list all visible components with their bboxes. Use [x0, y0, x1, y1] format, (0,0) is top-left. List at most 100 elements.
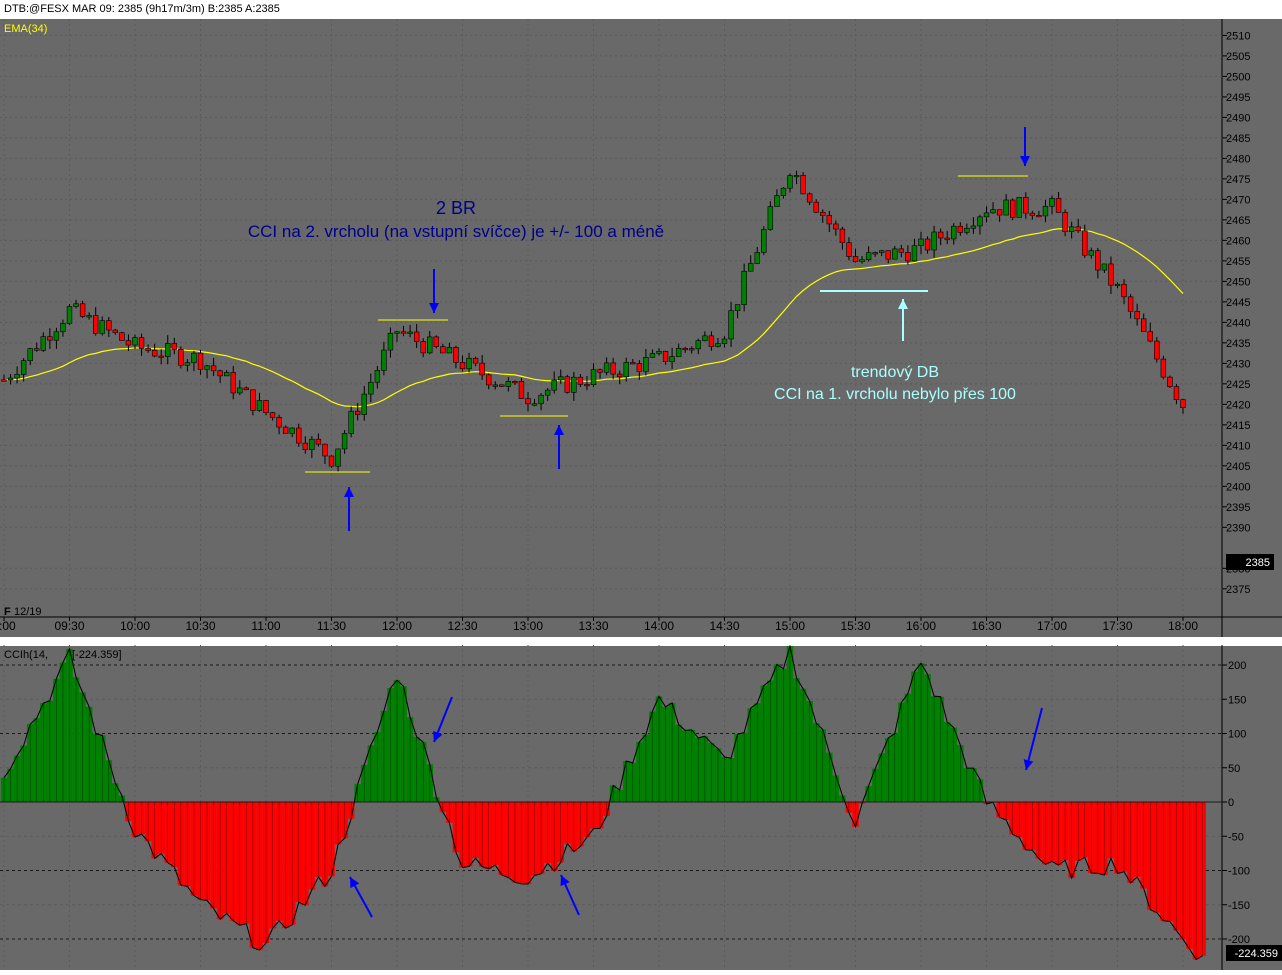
candle-body — [382, 350, 387, 370]
annotation-br-line1: 2 BR — [436, 198, 476, 218]
candle-body — [224, 372, 229, 375]
candle-body — [801, 175, 806, 194]
cci-y-tick: 200 — [1228, 660, 1246, 672]
price-y-tick: 2390 — [1226, 522, 1250, 534]
price-x-tick: 15:00 — [775, 619, 805, 633]
candle-body — [34, 349, 39, 351]
candle-body — [689, 349, 694, 351]
candle-body — [1050, 198, 1055, 206]
price-y-tick: 2460 — [1226, 235, 1250, 247]
candle-body — [277, 417, 282, 427]
candle-body — [906, 252, 911, 261]
candle-body — [21, 361, 26, 375]
price-y-tick: 2440 — [1226, 317, 1250, 329]
candle-body — [67, 307, 72, 324]
candle-body — [696, 341, 701, 349]
candle-body — [578, 377, 583, 384]
candle-body — [788, 176, 793, 189]
candle-body — [499, 385, 504, 387]
candle-body — [106, 321, 111, 330]
candle-body — [460, 362, 465, 368]
candle-body — [1135, 311, 1140, 319]
price-y-tick: 2490 — [1226, 112, 1250, 124]
candle-body — [571, 377, 576, 392]
candle-body — [1063, 212, 1068, 231]
price-x-tick: 10:00 — [120, 619, 150, 633]
candle-body — [1115, 284, 1120, 286]
price-y-tick: 2470 — [1226, 194, 1250, 206]
last-cci-label: -224.359 — [1235, 948, 1278, 960]
candle-body — [761, 229, 766, 252]
candle-body — [205, 366, 210, 370]
candle-body — [172, 343, 177, 349]
candle-body — [178, 349, 183, 365]
candle-body — [991, 210, 996, 213]
price-y-tick: 2400 — [1226, 481, 1250, 493]
candle-body — [1010, 200, 1015, 217]
price-y-tick: 2425 — [1226, 379, 1250, 391]
candle-body — [421, 342, 426, 353]
candle-body — [467, 358, 472, 369]
price-chart[interactable]: EMA(34) 2 BR CCI na 2. vrcholu (na vstup… — [0, 19, 1282, 637]
candle-body — [519, 381, 524, 398]
candle-body — [702, 336, 707, 341]
cci-y-tick: -50 — [1228, 831, 1244, 843]
candle-body — [146, 348, 151, 350]
price-y-tick: 2505 — [1226, 51, 1250, 63]
price-x-tick: 11:30 — [317, 619, 346, 633]
candle-body — [978, 217, 983, 226]
candle-body — [840, 229, 845, 243]
candle-body — [192, 353, 197, 362]
candle-body — [945, 238, 950, 240]
price-y-tick: 2435 — [1226, 338, 1250, 350]
candle-body — [87, 316, 92, 318]
cci-chart[interactable]: CCIh(14, [-224.359] 200150100500-50-100-… — [0, 645, 1282, 970]
candle-body — [1037, 215, 1042, 217]
candle-body — [375, 370, 380, 382]
cci-y-tick: 150 — [1228, 694, 1246, 706]
candle-body — [388, 333, 393, 350]
chart-title-bar: DTB:@FESX MAR 09: 2385 (9h17m/3m) B:2385… — [0, 0, 1282, 19]
candle-body — [8, 378, 13, 380]
candle-body — [892, 249, 897, 259]
candle-body — [270, 413, 275, 418]
price-y-tick: 2415 — [1226, 420, 1250, 432]
candle-body — [290, 428, 295, 433]
candle-body — [1082, 231, 1087, 255]
candle-body — [670, 357, 675, 362]
candle-body — [355, 411, 360, 414]
price-y-tick: 2510 — [1226, 30, 1250, 42]
candle-body — [545, 390, 550, 395]
candle-body — [532, 404, 537, 406]
candle-body — [427, 337, 432, 353]
candle-body — [152, 350, 157, 356]
price-y-tick: 2480 — [1226, 153, 1250, 165]
candle-body — [552, 380, 557, 390]
price-y-tick: 2495 — [1226, 92, 1250, 104]
candle-body — [657, 351, 662, 353]
candle-body — [847, 243, 852, 257]
price-y-tick: 2430 — [1226, 358, 1250, 370]
candle-body — [775, 196, 780, 207]
cci-y-tick: 100 — [1228, 729, 1246, 741]
candle-body — [1128, 297, 1133, 311]
candle-body — [807, 194, 812, 202]
candle-body — [513, 381, 518, 383]
candle-body — [165, 343, 170, 356]
candle-body — [1168, 377, 1173, 387]
candle-body — [1102, 264, 1107, 270]
candle-body — [1161, 359, 1166, 377]
annotation-db-line1: trendový DB — [851, 364, 939, 381]
candle-body — [866, 253, 871, 260]
candle-body — [742, 271, 747, 304]
candle-body — [1017, 197, 1022, 217]
annotation-br-line2: CCI na 2. vrcholu (na vstupní svíčce) je… — [248, 222, 664, 241]
candle-body — [663, 351, 668, 361]
candle-body — [644, 357, 649, 371]
candle-body — [126, 341, 131, 345]
candle-body — [604, 363, 609, 372]
candle-body — [958, 226, 963, 232]
price-panel[interactable]: EMA(34) 2 BR CCI na 2. vrcholu (na vstup… — [0, 19, 1282, 637]
price-x-tick: 14:00 — [644, 619, 674, 633]
